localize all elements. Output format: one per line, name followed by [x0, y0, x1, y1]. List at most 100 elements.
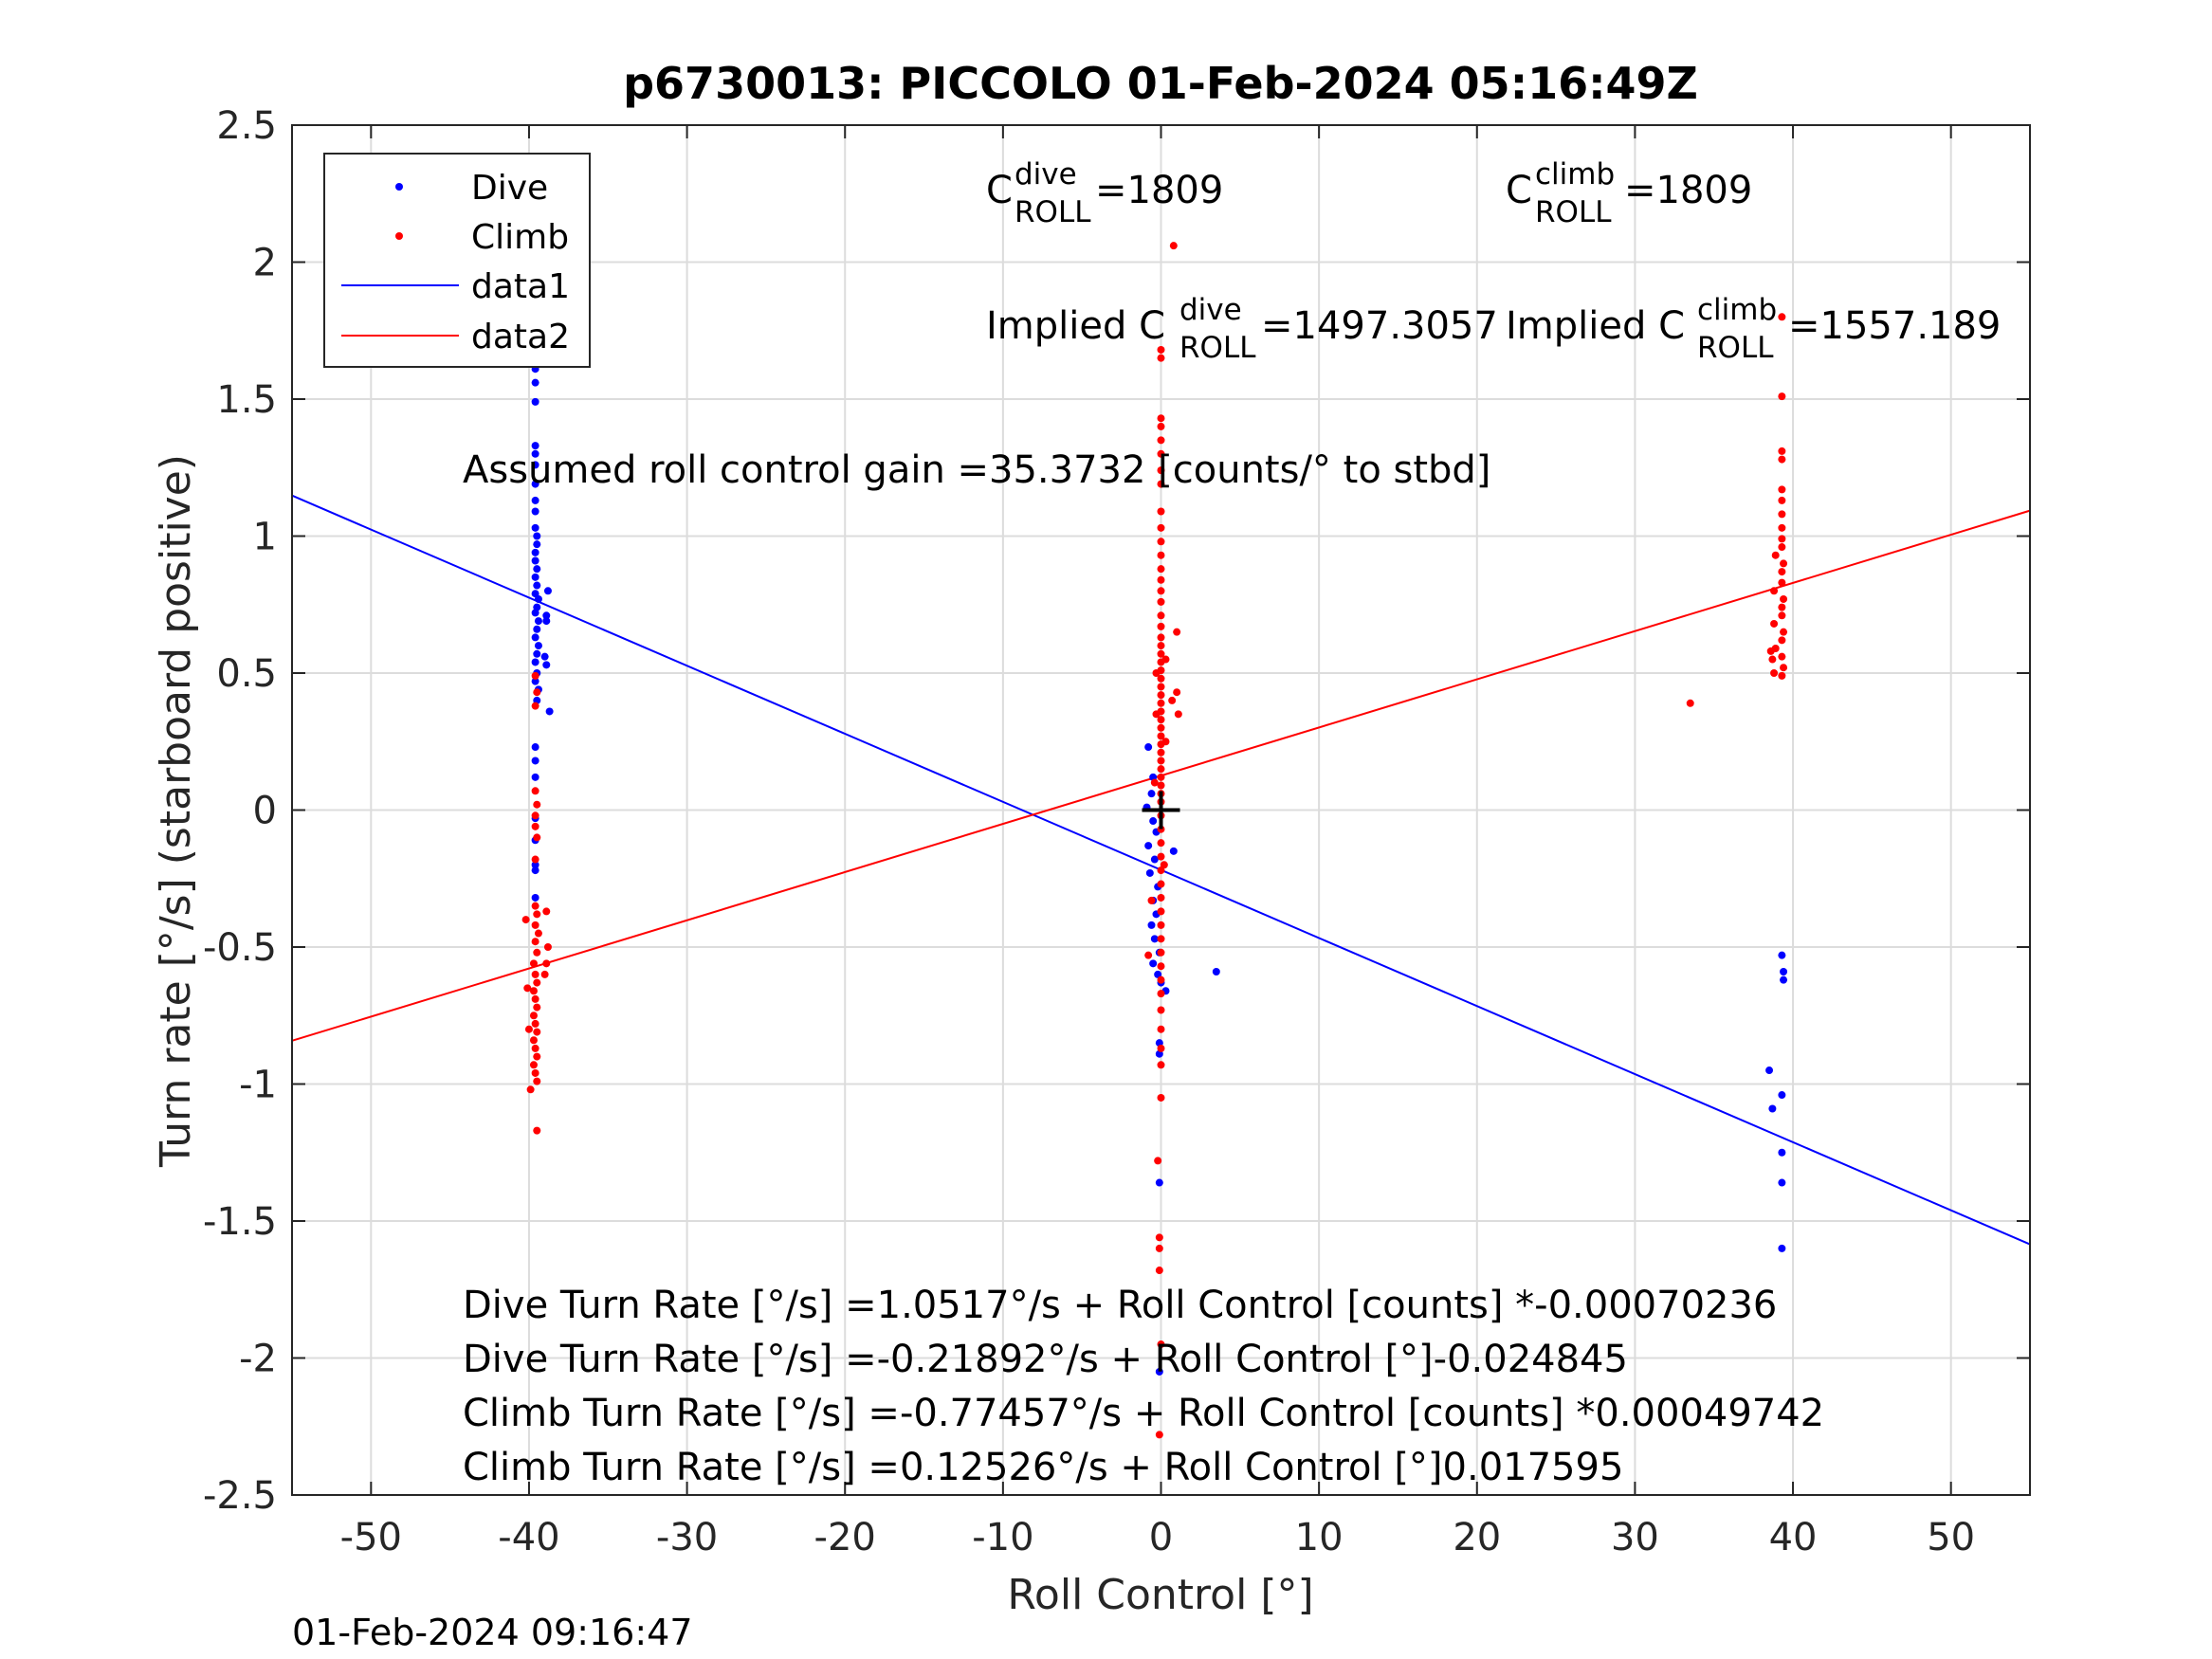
climb-point	[1157, 1061, 1165, 1069]
dive-point	[1144, 743, 1153, 752]
climb-point	[1155, 1267, 1163, 1275]
dive-point	[534, 594, 542, 603]
climb-point	[1168, 696, 1177, 704]
climb-point	[1150, 778, 1159, 787]
dive-point	[1145, 868, 1154, 877]
equation-climb-degrees: Climb Turn Rate [°/s] =0.12526°/s + Roll…	[463, 1446, 1623, 1489]
climb-point	[529, 1036, 538, 1045]
y-tick-label: -0.5	[203, 926, 277, 970]
dive-point	[1144, 842, 1153, 850]
dive-point	[531, 461, 539, 469]
climb-point	[533, 978, 541, 987]
climb-point	[542, 959, 551, 968]
equation-dive-counts: Dive Turn Rate [°/s] =1.0517°/s + Roll C…	[463, 1284, 1777, 1327]
climb-point	[1161, 738, 1170, 746]
climb-point	[1157, 907, 1165, 916]
climb-point	[1778, 652, 1786, 661]
climb-point	[1778, 568, 1786, 576]
climb-point	[1157, 691, 1165, 700]
dive-point	[531, 633, 539, 642]
climb-point	[1157, 1093, 1165, 1102]
climb-point	[1157, 1025, 1165, 1033]
implied-dive-value: =1497.3057	[1261, 304, 1498, 348]
climb-point	[531, 970, 539, 978]
climb-point	[1157, 921, 1165, 929]
climb-point	[1173, 688, 1181, 697]
x-tick-label: 10	[1295, 1516, 1344, 1559]
climb-point	[1147, 896, 1156, 904]
climb-point	[1157, 480, 1165, 488]
dive-point	[533, 565, 541, 574]
c-dive-base: C	[986, 169, 1013, 212]
dive-point	[1778, 1244, 1786, 1252]
x-tick-label: -10	[972, 1516, 1033, 1559]
climb-point	[1157, 757, 1165, 765]
legend-dive-marker	[395, 183, 403, 191]
climb-point	[531, 921, 539, 929]
dive-point	[542, 661, 551, 669]
dive-point	[1155, 1178, 1163, 1187]
legend-box	[323, 153, 591, 368]
climb-point	[1157, 414, 1165, 423]
climb-point	[1157, 633, 1165, 642]
dive-point	[531, 548, 539, 556]
dive-point	[531, 658, 539, 666]
climb-point	[1778, 313, 1786, 321]
y-tick-label: -1	[239, 1064, 277, 1107]
climb-point	[1144, 951, 1153, 959]
climb-point	[1157, 345, 1165, 354]
climb-point	[1174, 710, 1182, 719]
dive-point	[1778, 1091, 1786, 1100]
climb-point	[1157, 674, 1165, 683]
climb-point	[1157, 449, 1165, 458]
legend-data1-label: data1	[471, 267, 570, 306]
dive-point	[1147, 921, 1156, 929]
implied-dive-sup: dive	[1179, 293, 1242, 327]
dive-point	[1149, 959, 1158, 968]
data-points	[521, 242, 1788, 1439]
climb-point	[1157, 1340, 1165, 1349]
climb-point	[1780, 594, 1788, 603]
climb-point	[540, 970, 549, 978]
climb-point	[1169, 242, 1178, 250]
implied-dive-sub: ROLL	[1179, 331, 1256, 365]
climb-point	[1770, 619, 1779, 628]
climb-point	[1157, 587, 1165, 595]
dive-point	[1768, 1104, 1777, 1113]
climb-point	[533, 688, 541, 697]
c-climb-base: C	[1506, 169, 1532, 212]
legend-climb-label: Climb	[471, 218, 569, 257]
climb-point	[531, 811, 539, 820]
climb-point	[1157, 962, 1165, 971]
x-axis-title: Roll Control [°]	[1007, 1571, 1313, 1619]
climb-point	[1157, 575, 1165, 584]
y-tick-label: -2.5	[203, 1474, 277, 1518]
climb-point	[531, 1044, 539, 1052]
climb-point	[1778, 392, 1786, 401]
c-dive-sub: ROLL	[1015, 195, 1091, 229]
climb-point	[1155, 1431, 1163, 1439]
dive-point	[1778, 951, 1786, 959]
climb-point	[1778, 447, 1786, 455]
dive-point	[531, 378, 539, 387]
climb-point	[1157, 866, 1165, 875]
y-axis-title: Turn rate [°/s] (starboard positive)	[152, 454, 200, 1168]
x-tick-label: 30	[1611, 1516, 1659, 1559]
dive-point	[531, 442, 539, 450]
implied-dive-prefix: Implied C	[986, 304, 1165, 348]
y-tick-label: 1.5	[216, 378, 277, 422]
dive-point	[542, 611, 551, 620]
climb-point	[1686, 699, 1694, 707]
climb-point	[533, 800, 541, 809]
climb-point	[1778, 578, 1786, 587]
climb-point	[531, 938, 539, 946]
climb-point	[1157, 716, 1165, 724]
climb-point	[1157, 683, 1165, 691]
climb-point	[1778, 485, 1786, 494]
climb-point	[1157, 436, 1165, 445]
annotation-c-climb: C climb ROLL =1809	[1506, 157, 1752, 229]
climb-point	[1152, 710, 1161, 719]
climb-point	[524, 1025, 533, 1033]
legend-dive-label: Dive	[471, 169, 548, 208]
